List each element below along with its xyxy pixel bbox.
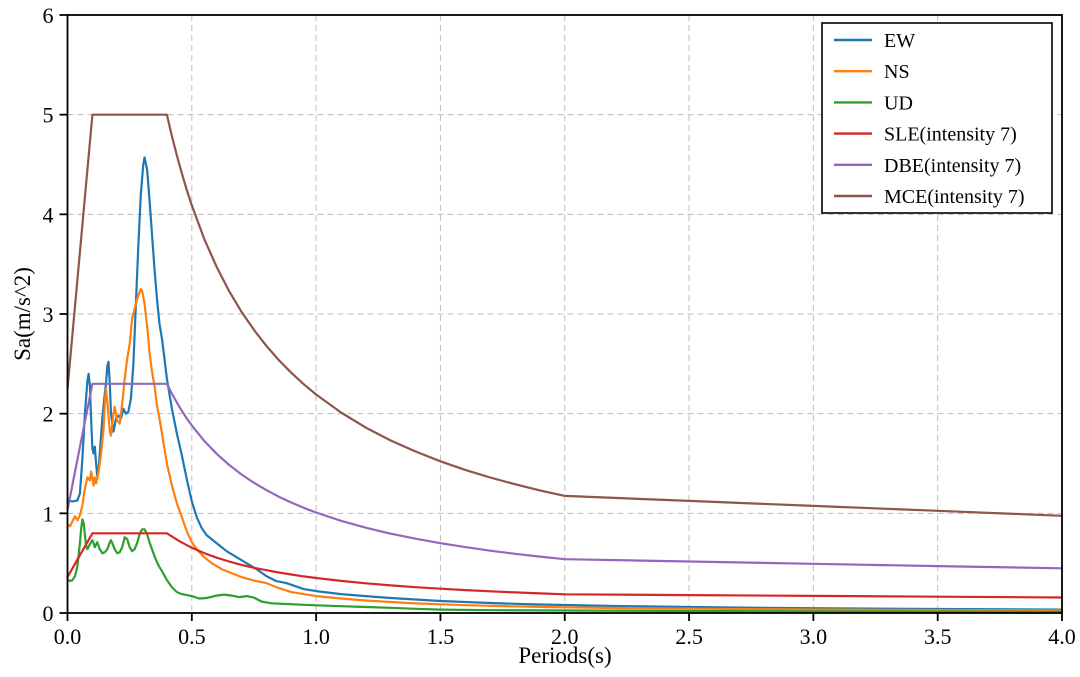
x-tick-label: 0.0 [54,624,82,649]
axis-ticks: 0.0 0.5 1.0 1.5 2.0 2.5 3.0 3.5 4.0 0 1 2 3 4 5 6 [43,3,1076,649]
x-tick-label: 2.0 [551,624,579,649]
y-tick-label: 0 [43,601,54,626]
x-tick-label: 1.0 [302,624,330,649]
y-tick-label: 3 [43,302,54,327]
y-tick-label: 4 [43,202,54,227]
x-tick-label: 4.0 [1048,624,1076,649]
legend-item-ns: NS [834,61,910,83]
plot-series [66,113,1064,613]
series-line-ud [66,518,1064,613]
x-tick-label: 3.0 [800,624,828,649]
legend-label: DBE(intensity 7) [884,155,1021,177]
x-tick-label: 2.5 [675,624,703,649]
legend: EW NS UD SLE(intensity 7) DBE(intensity 7) MC… [821,22,1053,214]
legend-item-dbe-intensity-7-: DBE(intensity 7) [834,155,1021,177]
y-tick-label: 5 [43,103,54,128]
legend-label: EW [884,30,915,52]
x-tick-label: 1.5 [427,624,455,649]
x-tick-label: 0.5 [178,624,206,649]
legend-item-ew: EW [834,30,915,52]
x-axis-title: Periods(s) [518,643,611,668]
legend-item-mce-intensity-7-: MCE(intensity 7) [834,186,1025,208]
legend-label: NS [884,61,910,83]
x-tick-label: 3.5 [924,624,952,649]
legend-label: UD [884,92,913,114]
legend-label: MCE(intensity 7) [884,186,1025,208]
series-line-sle-intensity-7- [66,532,1064,599]
series-line-dbe-intensity-7- [66,382,1064,570]
y-tick-label: 6 [43,3,54,28]
plot-grid [67,15,1062,613]
series-line-ns [66,288,1064,612]
legend-label: SLE(intensity 7) [884,124,1017,146]
legend-item-ud: UD [834,92,913,114]
y-tick-label: 1 [43,501,54,526]
series-line-ew [66,156,1064,611]
legend-box [821,22,1053,214]
series-line-mce-intensity-7- [66,113,1064,517]
y-axis-title: Sa(m/s^2) [10,267,35,361]
legend-item-sle-intensity-7-: SLE(intensity 7) [834,124,1017,146]
y-tick-label: 2 [43,402,54,427]
